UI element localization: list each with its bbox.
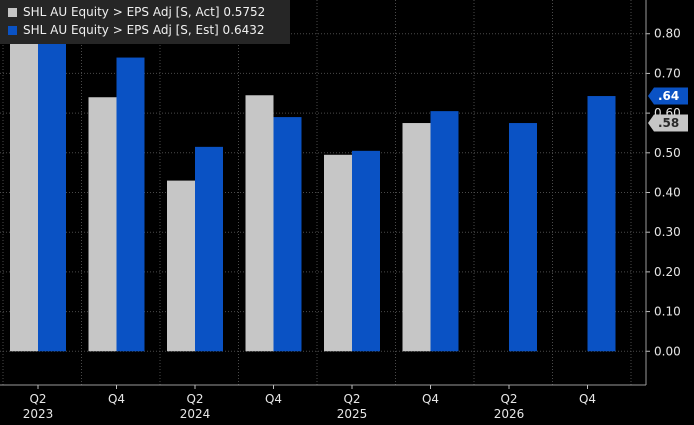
bar-estimate-5 <box>430 111 459 352</box>
last-value-tag-label: .58 <box>658 116 679 130</box>
x-tick-label: Q2 <box>500 392 517 406</box>
bar-estimate-3 <box>273 117 302 352</box>
x-tick-label: Q2 <box>343 392 360 406</box>
legend-swatch <box>8 8 17 17</box>
bar-actual-2 <box>167 180 195 352</box>
x-tick-label: Q2 <box>186 392 203 406</box>
y-tick-label: 0.30 <box>654 225 681 239</box>
y-tick-label: 0.50 <box>654 146 681 160</box>
bar-estimate-7 <box>587 96 616 352</box>
x-tick-label: Q4 <box>108 392 125 406</box>
bar-actual-4 <box>324 154 352 352</box>
y-tick-label: 0.40 <box>654 186 681 200</box>
bar-estimate-0 <box>38 13 66 352</box>
last-value-tag-label: .64 <box>658 89 679 103</box>
bar-estimate-4 <box>352 150 380 352</box>
x-year-label: 2026 <box>494 407 525 421</box>
x-tick-label: Q4 <box>579 392 596 406</box>
last-value-tag-bg <box>648 114 688 132</box>
bar-actual-3 <box>245 95 274 352</box>
bar-actual-0 <box>10 1 38 352</box>
y-tick-label: 0.00 <box>654 344 681 358</box>
bar-estimate-1 <box>116 57 145 352</box>
x-tick-label: Q2 <box>29 392 46 406</box>
legend: SHL AU Equity > EPS Adj [S, Act] 0.5752 S… <box>0 0 290 44</box>
bar-actual-1 <box>88 97 117 352</box>
x-year-label: 2023 <box>23 407 54 421</box>
legend-background <box>0 0 290 44</box>
legend-entry: SHL AU Equity > EPS Adj [S, Est] 0.6432 <box>23 23 265 37</box>
x-year-label: 2024 <box>180 407 211 421</box>
y-tick-label: 0.20 <box>654 265 681 279</box>
bar-estimate-6 <box>509 123 537 352</box>
legend-entry: SHL AU Equity > EPS Adj [S, Act] 0.5752 <box>23 5 265 19</box>
x-tick-label: Q4 <box>265 392 282 406</box>
bar-actual-5 <box>402 123 431 352</box>
y-tick-label: 0.70 <box>654 66 681 80</box>
x-tick-label: Q4 <box>422 392 439 406</box>
last-value-tag: .64 <box>648 87 688 105</box>
last-value-tag-bg <box>648 87 688 105</box>
y-tick-label: 0.80 <box>654 27 681 41</box>
y-tick-label: 0.10 <box>654 305 681 319</box>
last-value-tag: .58 <box>648 114 688 132</box>
x-year-label: 2025 <box>337 407 368 421</box>
bar-estimate-2 <box>195 146 223 352</box>
legend-swatch <box>8 26 17 35</box>
